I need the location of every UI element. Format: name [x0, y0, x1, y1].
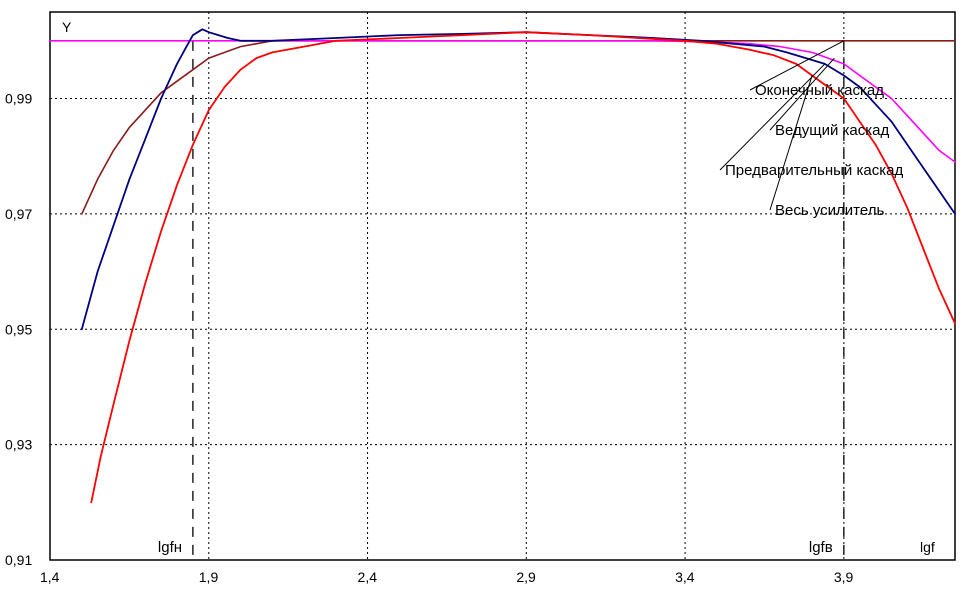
y-tick-label: 0,95: [5, 321, 32, 337]
x-tick-label: 1,4: [40, 569, 60, 585]
x-tick-label: 3,4: [675, 569, 695, 585]
legend-label: Предварительный каскад: [725, 162, 903, 179]
legend-label: Ведущий каскад: [775, 122, 890, 139]
y-tick-label: 0,99: [5, 91, 32, 107]
freq-marker-label: lgfн: [158, 539, 182, 556]
freq-marker-label: lgfв: [809, 539, 833, 556]
y-tick-label: 0,93: [5, 437, 32, 453]
chart-container: lgfн lgfв Оконечный каскад Ведущий каскад Пр…: [0, 0, 965, 602]
y-axis-title: Y: [62, 19, 72, 35]
legend-leader: [720, 64, 825, 170]
x-tick-label: 2,9: [516, 569, 536, 585]
x-tick-label: 3,9: [834, 569, 854, 585]
legend-label: Весь усилитель: [775, 202, 884, 219]
y-tick-label: 0,97: [5, 206, 32, 222]
x-tick-label: 1,9: [199, 569, 219, 585]
x-axis-title: lgf: [920, 539, 935, 555]
frequency-response-chart: lgfн lgfв Оконечный каскад Ведущий каскад Пр…: [0, 0, 965, 602]
y-tick-label: 0,91: [5, 552, 32, 568]
series-line: [50, 41, 955, 162]
series-line: [91, 32, 955, 502]
legend-label: Оконечный каскад: [755, 82, 884, 99]
x-tick-label: 2,4: [358, 569, 378, 585]
series-line: [82, 29, 955, 329]
